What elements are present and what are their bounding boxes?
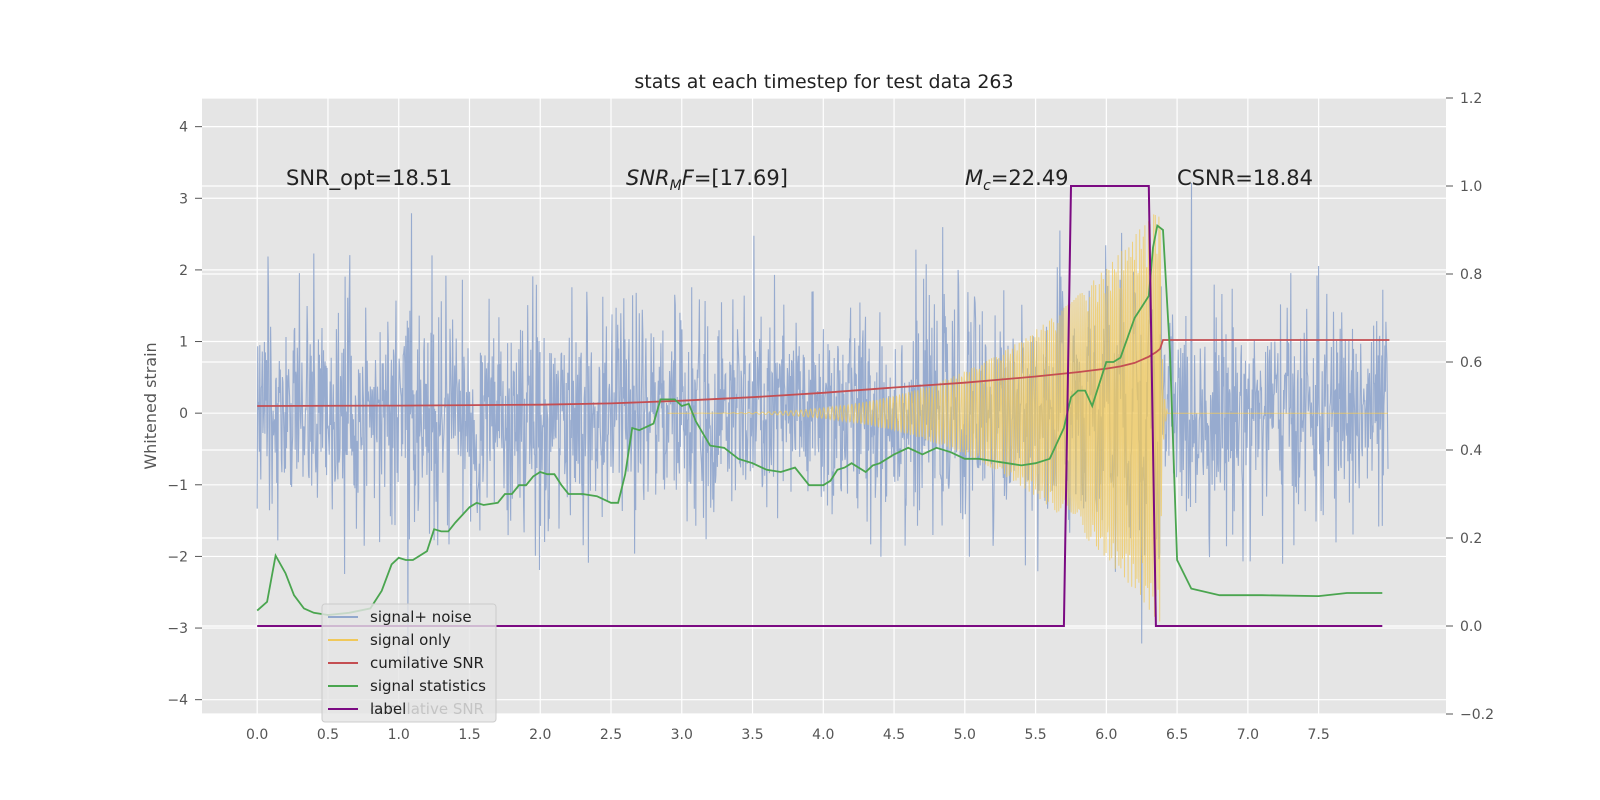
legend-label-signal-statistics: signal statistics — [370, 677, 486, 695]
legend: cumilative SNR signal+ noise signal only… — [321, 603, 497, 723]
y-right-tick-label: 0.4 — [1460, 443, 1482, 459]
legend-frame — [321, 603, 497, 723]
y-right-tick-label: 1.0 — [1460, 179, 1482, 195]
y-left-tick-label: 3 — [179, 191, 188, 207]
x-tick-label: 7.0 — [1237, 727, 1259, 743]
x-tick-label: 1.0 — [388, 727, 410, 743]
x-tick-label: 4.5 — [883, 727, 905, 743]
x-tick-label: 4.0 — [812, 727, 834, 743]
x-tick-label: 6.5 — [1166, 727, 1188, 743]
y-axis-label: Whitened strain — [141, 342, 160, 469]
y-left-tick-label: −1 — [167, 478, 188, 494]
signal-noise-line — [256, 182, 1389, 658]
snr-opt-annotation: SNR_opt=18.51 — [286, 166, 452, 191]
y-left-tick-label: 2 — [179, 263, 188, 279]
y-left-tick-label: 4 — [179, 120, 188, 136]
x-tick-label: 5.5 — [1024, 727, 1046, 743]
ticks: 0.0 0.5 1.0 1.5 2.0 2.5 3.0 3.5 4.0 4.5 5.0 5.5 6.0 6… — [167, 91, 1494, 743]
x-tick-label: 2.0 — [529, 727, 551, 743]
y-left-tick-label: −3 — [167, 621, 188, 637]
chart-title: stats at each timestep for test data 263 — [634, 71, 1013, 93]
chirp-mass-annotation: Mc=22.49 — [965, 166, 1069, 194]
x-tick-label: 6.0 — [1095, 727, 1117, 743]
y-left-tick-label: −4 — [167, 693, 188, 709]
signal-only-line — [667, 214, 1388, 622]
x-tick-label: 2.5 — [600, 727, 622, 743]
legend-label-label: label — [370, 700, 406, 718]
x-tick-label: 7.5 — [1307, 727, 1329, 743]
x-tick-label: 1.5 — [458, 727, 480, 743]
x-tick-label: 3.0 — [671, 727, 693, 743]
label-line — [257, 185, 1383, 627]
y-right-tick-label: 0.8 — [1460, 267, 1482, 283]
y-right-tick-label: −0.2 — [1460, 707, 1494, 723]
x-tick-label: 0.5 — [317, 727, 339, 743]
csnr-annotation: CSNR=18.84 — [1177, 166, 1313, 190]
series-layer — [256, 182, 1390, 658]
y-right-tick-label: 1.2 — [1460, 91, 1482, 107]
snr-mf-annotation: SNRMF=[17.69] — [626, 166, 788, 194]
y-right-tick-label: 0.0 — [1460, 619, 1482, 635]
cumulative-snr-line — [257, 339, 1390, 407]
x-tick-label: 5.0 — [954, 727, 976, 743]
legend-label-cumulative-snr: cumilative SNR — [370, 654, 484, 672]
legend-label-signal-noise: signal+ noise — [370, 608, 472, 626]
x-tick-label: 3.5 — [741, 727, 763, 743]
legend-label-signal-only: signal only — [370, 631, 451, 649]
y-left-tick-label: −2 — [167, 549, 188, 565]
legend-hidden-text: cumilative SNR — [370, 700, 484, 718]
x-tick-label: 0.0 — [246, 727, 268, 743]
y-right-tick-label: 0.6 — [1460, 355, 1482, 371]
y-left-tick-label: 0 — [179, 406, 188, 422]
y-left-tick-label: 1 — [179, 335, 188, 351]
signal-statistics-line — [256, 223, 1383, 616]
y-right-tick-label: 0.2 — [1460, 531, 1482, 547]
